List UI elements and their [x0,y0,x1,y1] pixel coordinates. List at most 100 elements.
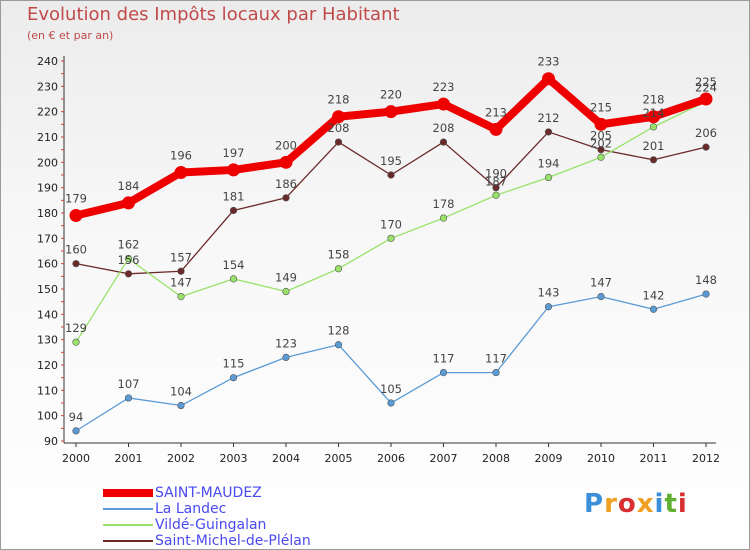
data-point-saint-maudez [69,209,83,223]
data-point-vilde-guingalan [649,123,658,131]
data-label-saint-maudez: 213 [485,105,507,119]
y-tick-label: 230 [37,80,58,93]
legend-label-la-landec: La Landec [155,501,227,517]
legend-item-saint-maudez: SAINT-MAUDEZ [103,485,343,501]
data-label-saint-michel-de-plelan: 208 [433,121,455,135]
data-point-la-landec [597,293,605,301]
data-label-vilde-guingalan: 129 [65,321,87,335]
y-tick-label: 180 [37,207,58,220]
data-label-saint-michel-de-plelan: 212 [538,111,560,125]
x-tick-label: 2001 [115,452,143,465]
legend-swatch-saint-michel-de-plelan [103,540,153,542]
logo-letter: i [654,489,665,519]
data-point-saint-michel-de-plelan [177,267,185,275]
data-point-la-landec [124,394,133,402]
data-point-la-landec [544,303,553,311]
data-label-vilde-guingalan: 154 [223,258,245,272]
y-tick-label: 210 [37,131,58,144]
data-point-saint-maudez [279,155,293,169]
data-point-saint-michel-de-plelan [649,156,658,164]
logo-letter: r [604,489,618,519]
data-point-saint-maudez [542,72,555,86]
series-line-la-landec [75,293,707,432]
y-tick-label: 150 [37,283,58,296]
data-point-saint-maudez [227,163,240,177]
chart-subtitle: (en € et par an) [27,29,114,42]
data-label-vilde-guingalan: 194 [538,157,560,171]
data-point-la-landec [492,369,500,377]
data-label-la-landec: 94 [69,410,84,424]
data-label-saint-maudez: 196 [170,148,192,162]
legend-label-vilde-guingalan: Vildé-Guingalan [155,517,267,533]
data-label-saint-maudez: 179 [65,192,87,206]
x-tick-label: 2011 [640,452,668,465]
data-point-la-landec [439,369,448,377]
legend-swatch-vilde-guingalan [103,524,153,526]
data-point-la-landec [177,401,185,410]
data-point-saint-maudez [489,122,503,136]
x-tick-label: 2006 [377,452,405,465]
data-label-vilde-guingalan: 224 [695,81,717,95]
data-point-saint-michel-de-plelan [439,138,448,146]
x-tick-label: 2003 [220,452,248,465]
data-point-saint-michel-de-plelan [229,206,238,215]
data-point-saint-maudez [437,97,450,111]
chart-title: Evolution des Impôts locaux par Habitant [27,4,400,25]
chart-legend: SAINT-MAUDEZ La Landec Vildé-Guingalan S… [103,485,343,549]
data-point-saint-maudez [594,117,608,131]
x-tick-label: 2000 [62,452,90,465]
data-label-vilde-guingalan: 149 [275,271,297,285]
data-point-vilde-guingalan [544,173,553,182]
data-label-la-landec: 147 [590,276,612,290]
data-point-la-landec [334,341,343,349]
data-label-la-landec: 105 [380,382,402,396]
data-point-saint-maudez [174,165,188,179]
data-label-saint-maudez: 225 [695,75,717,89]
y-tick-label: 120 [37,359,58,372]
data-label-vilde-guingalan: 170 [380,217,402,231]
data-point-vilde-guingalan [387,234,395,242]
y-tick-label: 200 [37,156,58,169]
y-tick-label: 140 [37,308,58,321]
legend-label-saint-maudez: SAINT-MAUDEZ [155,485,262,501]
data-point-saint-maudez [384,105,398,119]
data-point-saint-maudez [647,110,660,124]
y-tick-label: 90 [44,435,58,448]
data-label-vilde-guingalan: 202 [590,136,612,150]
data-label-la-landec: 117 [485,352,507,366]
data-label-saint-michel-de-plelan: 205 [590,129,612,143]
data-point-saint-maudez [122,196,135,210]
y-tick-label: 220 [37,106,58,119]
data-point-saint-maudez [699,92,713,106]
data-point-vilde-guingalan [177,293,185,301]
data-point-saint-michel-de-plelan [124,270,133,278]
data-point-saint-michel-de-plelan [544,128,553,136]
data-label-vilde-guingalan: 147 [170,276,192,290]
data-point-vilde-guingalan [334,265,343,273]
data-label-saint-maudez: 220 [380,88,402,102]
data-label-saint-maudez: 233 [538,55,560,69]
x-tick-label: 2005 [325,452,353,465]
data-label-saint-michel-de-plelan: 201 [643,139,665,153]
data-label-saint-maudez: 223 [433,80,455,94]
data-label-saint-michel-de-plelan: 160 [65,243,87,257]
data-point-vilde-guingalan [492,191,500,199]
logo-letter: x [636,489,655,519]
data-point-saint-michel-de-plelan [492,184,500,192]
data-point-la-landec [387,399,395,407]
y-tick-label: 170 [37,232,58,245]
data-point-saint-michel-de-plelan [387,171,395,179]
data-label-vilde-guingalan: 162 [118,238,140,252]
data-label-la-landec: 128 [328,324,350,338]
logo-letter: o [617,489,637,519]
data-label-la-landec: 117 [433,352,455,366]
data-label-vilde-guingalan: 158 [328,248,350,262]
y-tick-label: 110 [37,384,58,397]
data-point-saint-michel-de-plelan [702,143,710,151]
data-point-la-landec [229,374,238,382]
logo-letter: i [677,489,688,519]
data-label-saint-maudez: 218 [643,93,665,107]
y-tick-label: 190 [37,182,58,195]
data-label-saint-michel-de-plelan: 195 [380,154,402,168]
data-point-vilde-guingalan [439,214,448,222]
